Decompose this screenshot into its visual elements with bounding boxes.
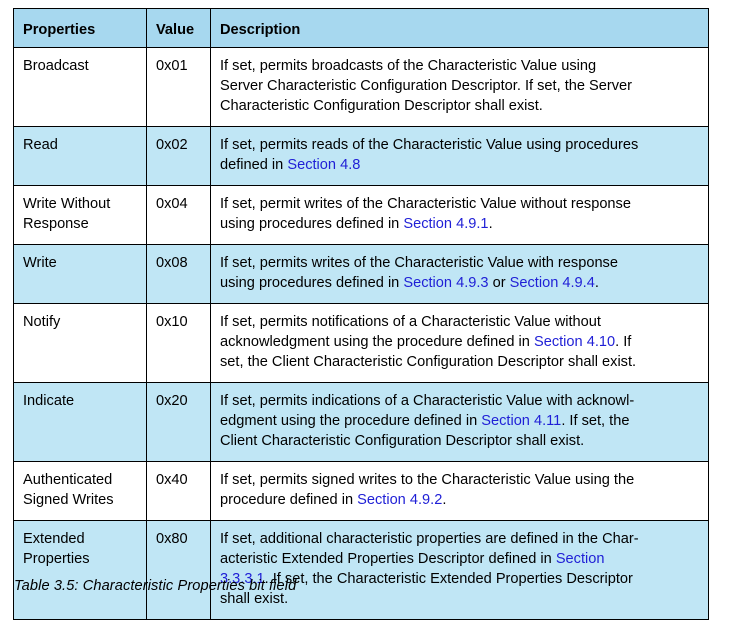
description-text: edgment using the procedure defined in — [220, 413, 482, 429]
description-cell: If set, additional characteristic proper… — [210, 520, 709, 620]
characteristic-properties-table: Properties Value Description Broadcast 0x… — [13, 8, 709, 620]
description-text: . If set, the — [561, 413, 630, 429]
property-name: Broadcast — [23, 58, 89, 74]
header-value: Value — [146, 8, 211, 48]
description-text: or — [488, 275, 510, 291]
property-name: Response — [23, 216, 89, 232]
description-cell: If set, permits indications of a Charact… — [210, 382, 709, 462]
description-cell: If set, permit writes of the Characteris… — [210, 185, 709, 245]
section-link[interactable]: Section 4.8 — [287, 157, 361, 173]
description-text: . If — [615, 334, 632, 350]
description-text: using procedures defined in — [220, 216, 404, 232]
description-cell: If set, permits signed writes to the Cha… — [210, 461, 709, 521]
value-cell: 0x08 — [146, 244, 211, 304]
description-text: Characteristic Configuration Descriptor … — [220, 98, 543, 114]
table-row: Notify 0x10 If set, permits notifications … — [13, 303, 709, 383]
table-row: Indicate 0x20 If set, permits indications … — [13, 382, 709, 462]
description-cell: If set, permits broadcasts of the Charac… — [210, 47, 709, 127]
description-text: procedure defined in — [220, 492, 358, 508]
property-name: Indicate — [23, 393, 75, 409]
description-text: If set, permits indications of a Charact… — [220, 393, 635, 409]
property-name: Read — [23, 137, 58, 153]
description-cell: If set, permits reads of the Characteris… — [210, 126, 709, 186]
description-text: . — [594, 275, 599, 291]
header-properties: Properties — [13, 8, 147, 48]
value-cell: 0x40 — [146, 461, 211, 521]
description-cell: If set, permits writes of the Characteri… — [210, 244, 709, 304]
property-cell: Extended Properties — [13, 520, 147, 620]
table-row: Extended Properties 0x80 If set, additional… — [13, 520, 709, 620]
section-link[interactable]: Section 4.9.1 — [403, 216, 489, 232]
property-cell: Write Without Response — [13, 185, 147, 245]
property-cell: Write — [13, 244, 147, 304]
value-cell: 0x80 — [146, 520, 211, 620]
table-body: Broadcast 0x01 If set, permits broadcasts … — [13, 47, 709, 620]
description-text: set, the Client Characteristic Configura… — [220, 354, 637, 370]
description-text: If set, permits broadcasts of the Charac… — [220, 58, 597, 74]
description-text: If set, permits reads of the Characteris… — [220, 137, 639, 153]
description-text: . — [442, 492, 447, 508]
header-description: Description — [210, 8, 709, 48]
description-text: If set, additional characteristic proper… — [220, 531, 639, 547]
property-cell: Broadcast — [13, 47, 147, 127]
description-text: Client Characteristic Configuration Desc… — [220, 433, 585, 449]
property-name: Write — [23, 255, 57, 271]
property-cell: Authenticated Signed Writes — [13, 461, 147, 521]
property-name: Signed Writes — [23, 492, 114, 508]
property-name: Write Without — [23, 196, 111, 212]
table-row: Broadcast 0x01 If set, permits broadcasts … — [13, 47, 709, 127]
value-cell: 0x01 — [146, 47, 211, 127]
value-cell: 0x20 — [146, 382, 211, 462]
properties-table-container: Properties Value Description Broadcast 0x… — [13, 8, 709, 620]
table-header-row: Properties Value Description — [13, 8, 709, 48]
value-cell: 0x02 — [146, 126, 211, 186]
table-row: Authenticated Signed Writes 0x40 If set, pe… — [13, 461, 709, 521]
section-link[interactable]: Section — [555, 551, 605, 567]
table-row: Write Without Response 0x04 If set, permit … — [13, 185, 709, 245]
property-name: Extended — [23, 531, 85, 547]
property-cell: Notify — [13, 303, 147, 383]
table-row: Read 0x02 If set, permits reads of the Cha… — [13, 126, 709, 186]
section-link[interactable]: Section 4.11 — [481, 413, 562, 429]
description-text: . If set, the Characteristic Extended Pr… — [264, 571, 633, 587]
value-cell: 0x10 — [146, 303, 211, 383]
description-text: If set, permits notifications of a Chara… — [220, 314, 601, 330]
description-text: If set, permits writes of the Characteri… — [220, 255, 618, 271]
section-link[interactable]: Section 4.9.4 — [509, 275, 595, 291]
description-text: Server Characteristic Configuration Desc… — [220, 78, 633, 94]
section-link[interactable]: Section 4.9.2 — [357, 492, 443, 508]
table-caption: Table 3.5: Characteristic Properties bit… — [14, 578, 297, 594]
description-text: If set, permits signed writes to the Cha… — [220, 472, 635, 488]
description-text: acknowledgment using the procedure defin… — [220, 334, 534, 350]
table-row: Write 0x08 If set, permits writes of the C… — [13, 244, 709, 304]
section-link[interactable]: 3.3.3.1 — [220, 571, 265, 587]
description-text: using procedures defined in — [220, 275, 404, 291]
section-link[interactable]: Section 4.10 — [533, 334, 616, 350]
description-text: acteristic Extended Properties Descripto… — [220, 551, 556, 567]
description-text: . — [488, 216, 493, 232]
description-text: defined in — [220, 157, 288, 173]
description-cell: If set, permits notifications of a Chara… — [210, 303, 709, 383]
property-name: Authenticated — [23, 472, 113, 488]
property-name: Properties — [23, 551, 90, 567]
value-cell: 0x04 — [146, 185, 211, 245]
property-cell: Read — [13, 126, 147, 186]
property-cell: Indicate — [13, 382, 147, 462]
description-text: If set, permit writes of the Characteris… — [220, 196, 631, 212]
section-link[interactable]: Section 4.9.3 — [403, 275, 489, 291]
property-name: Notify — [23, 314, 61, 330]
